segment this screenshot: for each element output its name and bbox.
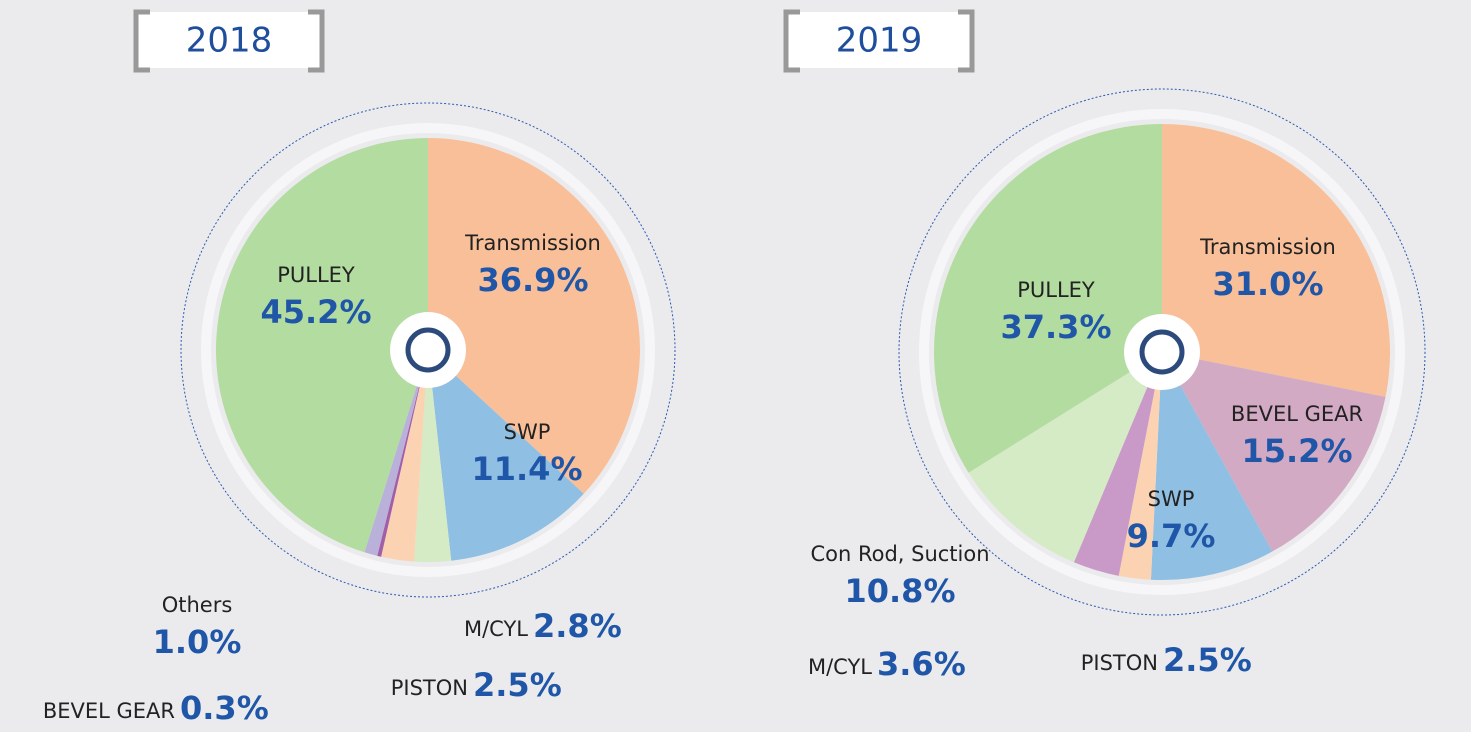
chart-title: 2019 bbox=[836, 21, 923, 61]
outer-ring bbox=[180, 102, 676, 598]
pie-slice bbox=[381, 350, 428, 562]
slice-name: PULLEY bbox=[277, 263, 355, 287]
slice-value: 45.2% bbox=[260, 293, 371, 331]
slice-value: 10.8% bbox=[844, 572, 955, 610]
center-ring bbox=[405, 327, 451, 373]
title-bracket bbox=[783, 9, 975, 73]
slice-name: M/CYL bbox=[808, 655, 872, 679]
pie-slice bbox=[968, 352, 1162, 563]
title-box bbox=[788, 12, 970, 68]
inner-ring bbox=[201, 123, 655, 577]
pie-slice bbox=[428, 350, 584, 561]
slice-name: Transmission bbox=[464, 231, 601, 255]
outer-ring bbox=[898, 88, 1426, 616]
title-bracket bbox=[133, 9, 325, 73]
chart-title: 2018 bbox=[186, 21, 273, 61]
slice-name: PISTON bbox=[391, 676, 468, 700]
pie-slice bbox=[1162, 124, 1390, 397]
slice-value: 37.3% bbox=[1000, 308, 1111, 346]
inner-ring bbox=[919, 109, 1405, 595]
slice-name: PULLEY bbox=[1017, 278, 1095, 302]
slice-name: Transmission bbox=[1199, 235, 1336, 259]
slice-name: PISTON bbox=[1081, 651, 1158, 675]
slice-name: SWP bbox=[1148, 487, 1195, 511]
center-ring bbox=[1139, 329, 1185, 375]
slice-value: 2.5% bbox=[1163, 641, 1252, 679]
pie-slice bbox=[1118, 352, 1162, 580]
slice-value: 15.2% bbox=[1241, 432, 1352, 470]
pie-slice bbox=[933, 124, 1162, 473]
slice-value: 31.0% bbox=[1212, 265, 1323, 303]
slice-value: 36.9% bbox=[477, 261, 588, 299]
pie-slice bbox=[216, 137, 428, 553]
slice-name: BEVEL GEAR bbox=[1231, 402, 1363, 426]
slice-value: 9.7% bbox=[1127, 517, 1216, 555]
slice-value: 0.3% bbox=[180, 689, 269, 727]
slice-name: Others bbox=[162, 593, 233, 617]
pie-slice bbox=[377, 350, 428, 557]
slice-value: 11.4% bbox=[471, 450, 582, 488]
slice-name: SWP bbox=[504, 420, 551, 444]
slice-value: 1.0% bbox=[153, 623, 242, 661]
slice-value: 2.8% bbox=[533, 607, 622, 645]
slice-name: BEVEL GEAR bbox=[43, 699, 175, 723]
pie-slice bbox=[1073, 352, 1162, 576]
slice-value: 2.5% bbox=[473, 666, 562, 704]
pie-slice bbox=[414, 350, 452, 562]
title-box bbox=[138, 12, 320, 68]
slice-value: 3.6% bbox=[877, 645, 966, 683]
pie-slice bbox=[364, 350, 428, 556]
slice-name: M/CYL bbox=[464, 617, 528, 641]
pie-slice bbox=[1162, 352, 1386, 552]
slice-name: Con Rod, Suction bbox=[810, 542, 989, 566]
pie-slice bbox=[1150, 352, 1273, 580]
pie-slice bbox=[428, 138, 640, 494]
